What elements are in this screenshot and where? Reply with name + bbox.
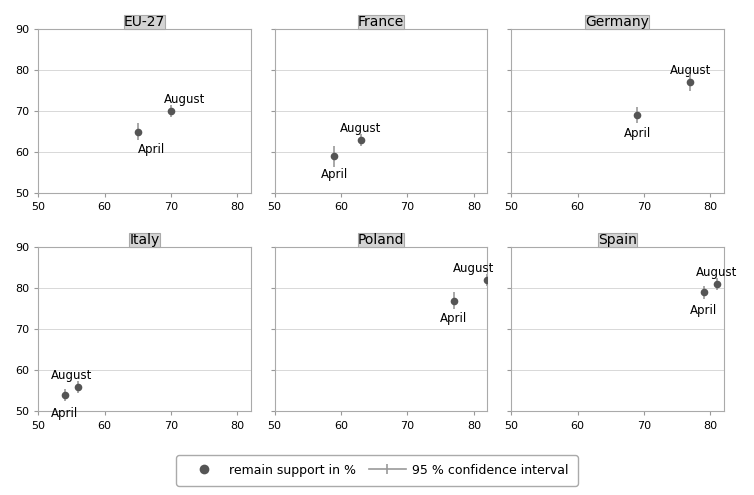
Text: April: April [690,304,717,317]
Text: France: France [358,15,404,29]
Text: August: August [164,93,205,106]
Text: April: April [137,143,164,156]
Text: EU-27: EU-27 [124,15,165,29]
Text: August: August [453,262,495,275]
Text: August: August [51,369,92,382]
Text: April: April [624,127,651,140]
Legend: remain support in %, 95 % confidence interval: remain support in %, 95 % confidence int… [176,455,578,486]
Text: April: April [320,168,348,181]
Text: Germany: Germany [585,15,649,29]
Text: Italy: Italy [130,233,160,247]
Text: Poland: Poland [357,233,404,247]
Text: August: August [697,266,737,279]
Text: August: August [670,64,711,78]
Text: August: August [340,122,382,135]
Text: April: April [51,406,78,420]
Text: April: April [440,312,467,325]
Text: Spain: Spain [598,233,637,247]
